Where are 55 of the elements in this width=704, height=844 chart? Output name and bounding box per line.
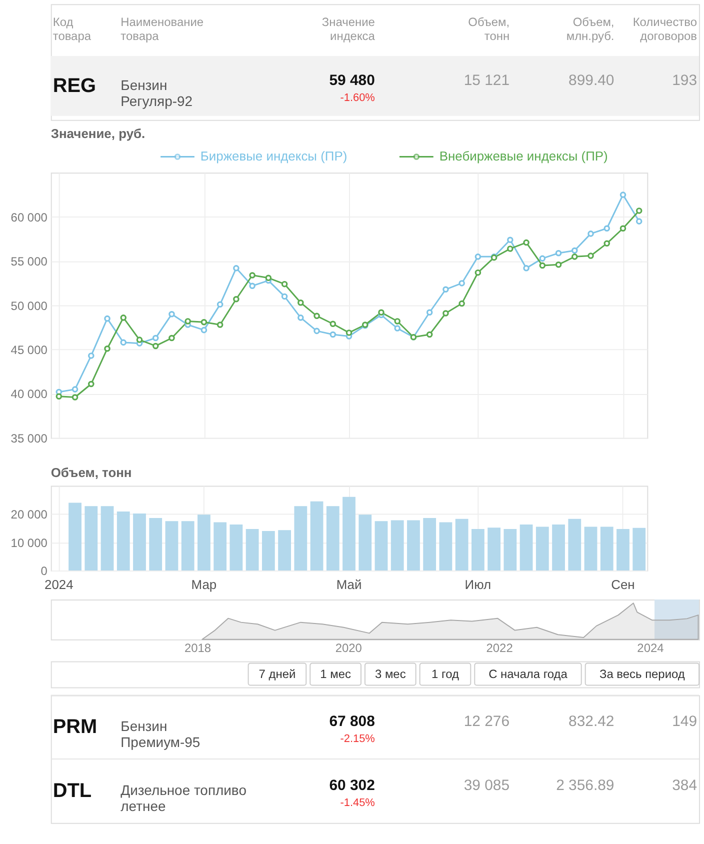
text: 384: [672, 776, 698, 794]
text: REG: [52, 74, 96, 97]
text: 59 480: [329, 72, 375, 89]
text: С начала года: [488, 667, 568, 682]
x-tick-label: Сен: [611, 577, 635, 592]
legend-label: Внебиржевые индексы (ПР): [439, 148, 608, 164]
x-tick-label: Мар: [191, 577, 217, 592]
text: Объем, тонн: [468, 15, 510, 44]
text: За весь период: [599, 667, 685, 682]
x-tick-label: 2018: [184, 640, 212, 655]
text: 899.40: [568, 72, 614, 89]
text: 1 год: [432, 667, 459, 682]
text: 60 302: [329, 776, 375, 794]
text: 3 мес: [374, 667, 406, 682]
y-tick-label: 45 000: [10, 343, 48, 357]
text: Бензин Премиум-95: [120, 718, 200, 750]
y-tick-label: 20 000: [10, 508, 48, 522]
text: Значение индекса: [322, 15, 376, 44]
text: DTL: [52, 780, 92, 802]
text: 832.42: [568, 713, 614, 730]
legend-label: Биржевые индексы (ПР): [200, 148, 348, 164]
text: -1.60%: [340, 92, 376, 104]
text: 2 356.89: [556, 776, 614, 794]
text: 193: [672, 72, 698, 89]
y-tick-label: 35 000: [10, 431, 48, 446]
chart-title: Объем, тонн: [50, 464, 132, 480]
text: 149: [672, 713, 698, 730]
y-tick-label: 50 000: [10, 298, 48, 313]
text: 15 121: [464, 72, 510, 89]
y-tick-label: 55 000: [10, 254, 48, 269]
y-tick-label: 0: [40, 564, 48, 578]
text: 12 276: [464, 713, 510, 730]
x-tick-label: 2022: [486, 640, 514, 655]
text: 39 085: [464, 776, 510, 794]
text: 1 мес: [320, 667, 351, 682]
text: Код товара: [52, 15, 92, 44]
text: Количество договоров: [632, 15, 698, 44]
text: -2.15%: [340, 733, 376, 746]
text: Бензин Регуляр-92: [120, 76, 193, 109]
x-tick-label: 2024: [637, 640, 664, 655]
text: Объем, млн.руб.: [566, 15, 614, 44]
text: Дизельное топливо летнее: [120, 782, 247, 814]
y-tick-label: 10 000: [10, 536, 48, 550]
text: 67 808: [329, 713, 375, 730]
y-tick-label: 60 000: [10, 210, 48, 224]
text: 7 дней: [258, 667, 296, 682]
x-tick-label: Май: [336, 577, 362, 592]
text: PRM: [52, 716, 98, 738]
text: Наименование товара: [120, 15, 204, 44]
text: -1.45%: [340, 796, 376, 809]
chart-title: Значение, руб.: [50, 126, 146, 141]
x-tick-label: 2024: [44, 577, 74, 592]
x-tick-label: Июл: [464, 577, 492, 592]
y-tick-label: 40 000: [10, 387, 48, 402]
x-tick-label: 2020: [335, 640, 362, 655]
